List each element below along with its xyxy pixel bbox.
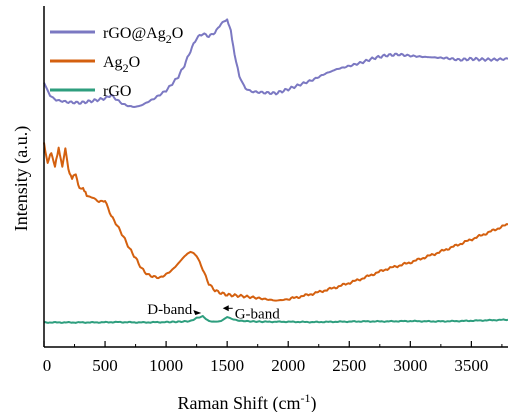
series-layer: [43, 18, 508, 324]
annotation-g-band-arrowhead: [222, 305, 229, 312]
x-tick-label: 3000: [393, 356, 427, 375]
series-line-0: [43, 18, 508, 108]
legend: rGO@Ag2O Ag2O rGO: [50, 25, 183, 100]
x-tick-label: 2500: [332, 356, 366, 375]
annotation-g-band: G-band: [235, 306, 280, 322]
y-axis-title: Intensity (a.u.): [11, 126, 32, 231]
legend-label-2: rGO: [103, 83, 131, 100]
legend-label-1: Ag2O: [103, 54, 140, 75]
x-axis-title: Raman Shift (cm-1): [178, 391, 317, 412]
annotation-d-band: D-band: [147, 302, 192, 318]
axes-layer: 0 500 1000 1500 2000 2500 3000 3500 Raman Shift …: [11, 6, 508, 412]
series-line-2: [43, 315, 508, 324]
x-axis-title-end: ): [310, 393, 316, 412]
x-axis-title-main: Raman Shift (cm: [178, 393, 301, 412]
series-line-1: [43, 142, 508, 302]
x-tick-label: 1000: [149, 356, 183, 375]
x-tick-label: 3500: [454, 356, 488, 375]
legend-label-0: rGO@Ag2O: [103, 25, 183, 46]
annotations: D-band G-band: [147, 302, 280, 322]
x-tick-label: 0: [43, 356, 52, 375]
annotation-d-band-arrow: [193, 310, 202, 316]
x-axis-title-sup: -1: [300, 391, 310, 405]
x-tick-label: 500: [92, 356, 118, 375]
x-tick-label: 1500: [210, 356, 244, 375]
x-tick-label: 2000: [271, 356, 305, 375]
